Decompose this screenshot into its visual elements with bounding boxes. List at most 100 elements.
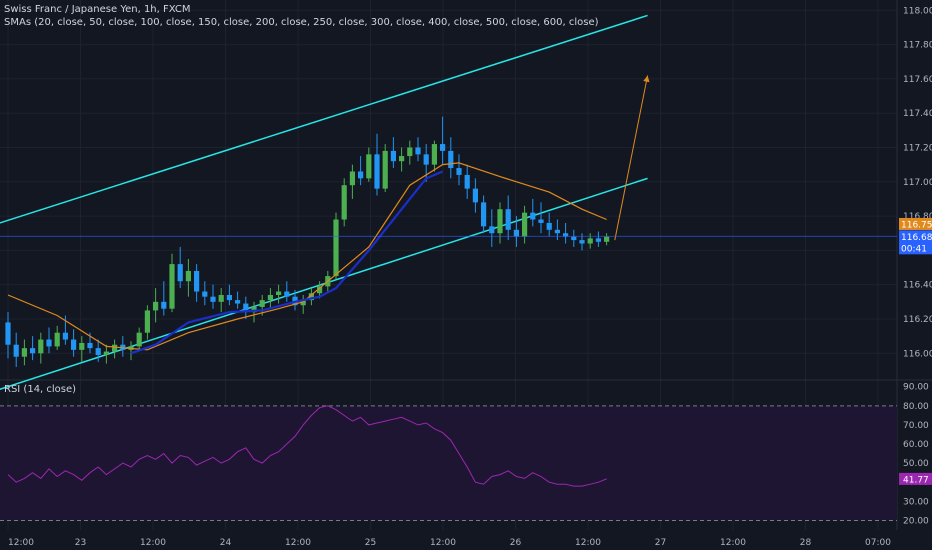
candle: [169, 253, 175, 313]
price-tick-label: 118.000: [903, 6, 932, 16]
current-price-tag: [899, 230, 932, 255]
price-tick-label: 116.000: [903, 349, 932, 359]
candle-body: [366, 154, 372, 179]
candle: [440, 116, 446, 165]
candle: [226, 284, 232, 306]
candle: [505, 195, 511, 241]
candle-body: [30, 348, 36, 354]
sma-legend[interactable]: SMAs (20, close, 50, close, 100, close, …: [4, 17, 599, 28]
candle: [128, 341, 134, 361]
symbol-title[interactable]: Swiss Franc / Japanese Yen, 1h, FXCM: [4, 4, 191, 15]
candle-body: [153, 301, 159, 311]
candle-body: [464, 174, 470, 189]
candle: [210, 284, 216, 309]
candle: [103, 344, 109, 364]
candle-body: [571, 236, 577, 241]
candle-body: [284, 291, 290, 297]
candle: [276, 284, 282, 304]
time-tick-label: 12:00: [720, 538, 746, 548]
sma-lines: [7, 162, 607, 355]
candle: [38, 332, 44, 364]
rsi-background: [0, 405, 897, 521]
candle: [431, 140, 437, 172]
candle: [95, 339, 101, 362]
price-tick-label: 117.400: [903, 109, 932, 119]
candle: [333, 212, 339, 280]
candle: [481, 195, 487, 234]
candle: [464, 164, 470, 199]
candle: [218, 288, 224, 313]
candle-body: [530, 212, 536, 220]
candle: [267, 288, 273, 309]
candle: [497, 202, 503, 244]
rsi-tick-label: 30.00: [903, 497, 929, 507]
rsi-tick-label: 60.00: [903, 440, 929, 450]
time-tick-label: 12:00: [430, 538, 456, 548]
candle: [522, 205, 528, 244]
candle-body: [595, 238, 601, 242]
sma-price-tag: [899, 217, 932, 230]
channel-upper-line: [0, 14, 648, 224]
candle: [202, 281, 208, 306]
rsi-series-line: [7, 405, 607, 487]
candle: [5, 312, 11, 359]
time-tick-label: 12:00: [285, 538, 311, 548]
candle: [415, 137, 421, 162]
candle-body: [358, 171, 364, 179]
candle-body: [546, 222, 552, 230]
sma-blue-line: [130, 170, 444, 355]
candle-body: [194, 270, 200, 292]
time-tick-label: 12:00: [575, 538, 601, 548]
candle-body: [169, 264, 175, 309]
candle-body: [513, 229, 519, 237]
candle-body: [243, 303, 249, 313]
projection-arrow: [614, 75, 650, 241]
projection-arrowhead: [643, 75, 650, 83]
candle-body: [112, 344, 118, 352]
candle-body: [317, 286, 323, 294]
price-tick-label: 116.800: [903, 212, 932, 222]
rsi-value-tag: [899, 472, 932, 485]
candle: [243, 296, 249, 319]
price-tick-label: 117.200: [903, 143, 932, 153]
candle-body: [300, 300, 306, 306]
time-axis[interactable]: 12:00 23 12:00 24 12:00 25 12:00 26 12:00 27 12:00…: [8, 538, 891, 548]
candle-body: [308, 293, 314, 301]
candle: [54, 325, 60, 350]
candle: [30, 336, 36, 361]
candle-body: [13, 344, 19, 357]
candle: [538, 202, 544, 234]
candle: [489, 209, 495, 247]
candle: [513, 216, 519, 247]
candle-body: [235, 300, 241, 304]
price-tick-label: 117.800: [903, 41, 932, 51]
candle: [595, 231, 601, 247]
candle-body: [226, 294, 232, 301]
candle-body: [54, 332, 60, 347]
time-tick-label: 28: [800, 538, 812, 548]
candle: [13, 332, 19, 367]
candle-body: [374, 154, 380, 189]
candle: [407, 140, 413, 165]
candle-body: [423, 154, 429, 165]
rsi-tick-label: 90.00: [903, 383, 929, 393]
candle: [399, 147, 405, 172]
candle-body: [144, 310, 150, 333]
candle: [341, 178, 347, 227]
projection-line: [614, 75, 649, 241]
candle-body: [407, 147, 413, 157]
candle-body: [103, 351, 109, 355]
candle-body: [161, 301, 167, 309]
candle-body: [21, 348, 27, 357]
candle-body: [177, 264, 183, 282]
candle-body: [210, 296, 216, 302]
candle-body: [333, 219, 339, 277]
price-axis[interactable]: 118.000 117.800 117.600 117.400 117.200 117.0…: [903, 6, 932, 526]
rsi-legend[interactable]: RSI (14, close): [4, 384, 77, 395]
candle-body: [579, 240, 585, 244]
price-tick-label: 116.400: [903, 281, 932, 291]
countdown-tag-text: 00:41: [901, 244, 927, 254]
candle-body: [431, 144, 437, 165]
candle-body: [382, 150, 388, 189]
